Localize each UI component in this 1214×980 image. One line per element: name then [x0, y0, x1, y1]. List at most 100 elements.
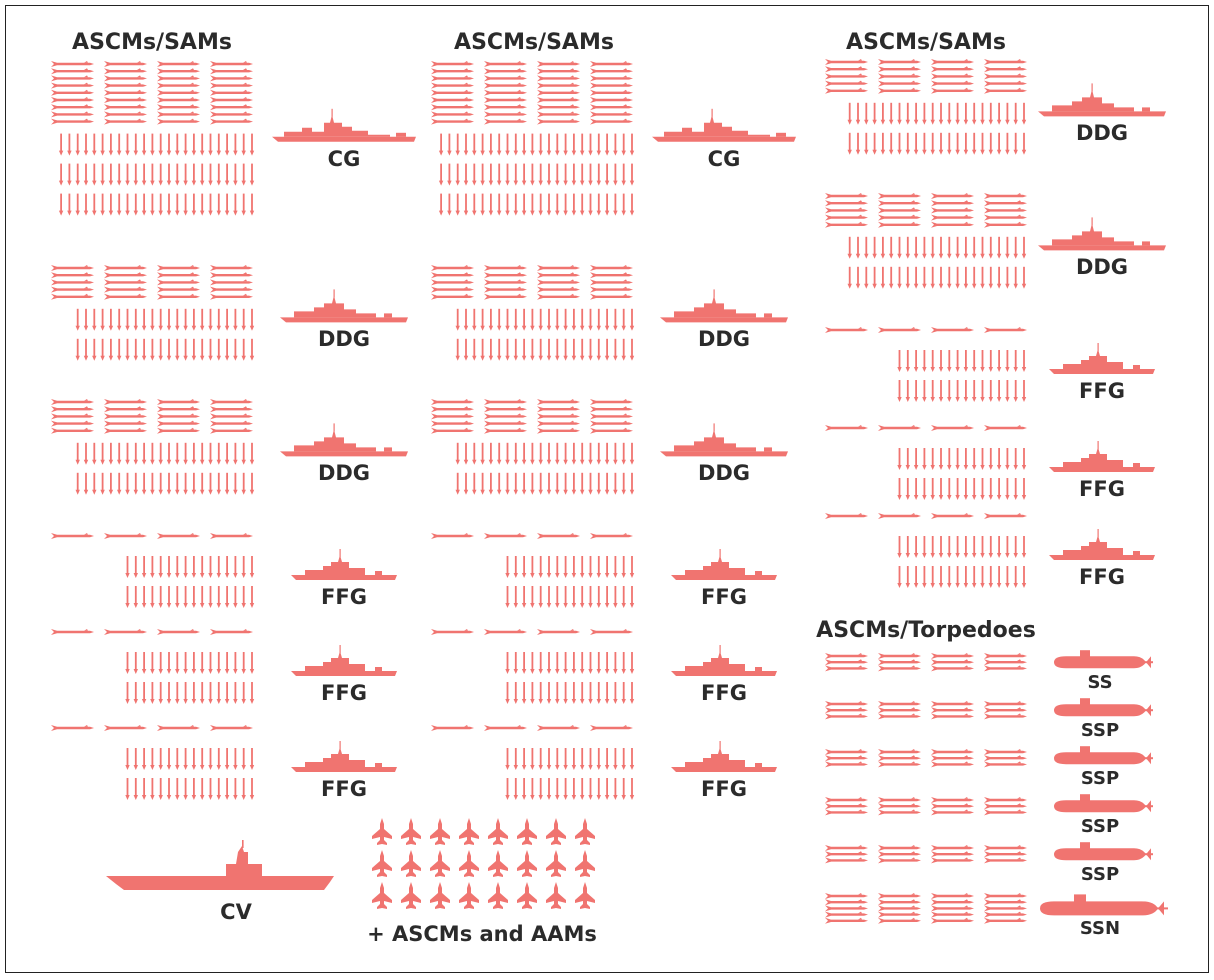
vls-cell-icon: [596, 163, 601, 186]
vls-cell-icon: [555, 748, 560, 770]
missile-icon: [931, 707, 974, 714]
vls-cell-icon: [521, 472, 527, 495]
vls-cell-icon: [913, 478, 919, 500]
vls-cell-icon: [1021, 266, 1027, 289]
vls-cell-icon: [463, 133, 469, 156]
vls-cell-icon: [938, 380, 944, 402]
submarine-icon: [1054, 746, 1153, 765]
missile-icon: [104, 272, 147, 279]
vls-cell-icon: [175, 442, 180, 465]
vls-cell-icon: [100, 308, 105, 331]
ship-class-label: CG: [707, 146, 741, 171]
vls-cell-icon: [158, 442, 163, 465]
vls-cell-icon: [216, 133, 221, 156]
missile-icon: [431, 75, 474, 82]
vls-cell-icon: [1021, 380, 1027, 402]
vls-cell-icon: [216, 338, 221, 361]
vls-cell-icon: [922, 380, 927, 402]
vls-cell-icon: [191, 586, 197, 608]
vls-cell-icon: [249, 778, 255, 800]
vls-cell-icon: [955, 102, 960, 125]
missile-icon: [431, 97, 474, 103]
missile-icon: [825, 701, 868, 707]
vls-cell-icon: [938, 350, 944, 372]
missile-icon: [210, 420, 253, 427]
vls-cell-icon: [980, 380, 985, 402]
missile-icon: [931, 845, 974, 851]
missile-icon: [825, 809, 868, 816]
vls-cell-icon: [175, 652, 180, 674]
vls-cell-icon: [963, 478, 969, 500]
submarine-class-label: SSP: [1080, 720, 1120, 742]
vls-cell-icon: [92, 442, 97, 465]
vls-cell-icon: [571, 133, 577, 156]
missile-icon: [878, 425, 921, 431]
vls-cell-icon: [538, 133, 543, 156]
vls-cell-icon: [166, 472, 172, 495]
vls-cell-icon: [864, 236, 869, 259]
vls-cell-icon: [847, 236, 852, 259]
vls-cell-icon: [538, 193, 543, 216]
missile-icon: [431, 413, 474, 420]
vls-cell-icon: [905, 380, 910, 402]
vls-cell-icon: [880, 266, 886, 289]
missile-icon: [484, 629, 527, 635]
vls-cell-icon: [108, 193, 114, 216]
vls-cell-icon: [604, 442, 610, 465]
vls-cell-icon: [563, 682, 568, 704]
vls-cell-icon: [546, 778, 552, 800]
missile-icon: [984, 193, 1027, 199]
vls-cell-icon: [249, 308, 255, 331]
missile-icon: [51, 82, 94, 89]
vls-cell-icon: [571, 472, 577, 495]
vls-cell-icon: [1005, 350, 1010, 372]
vls-cell-icon: [880, 132, 886, 155]
vls-cell-icon: [175, 586, 180, 608]
vls-cell-icon: [191, 442, 197, 465]
missile-icon: [210, 413, 253, 420]
vls-cell-icon: [588, 163, 593, 186]
vls-cell-icon: [191, 682, 197, 704]
missile-icon: [825, 899, 868, 906]
vls-cell-icon: [150, 338, 155, 361]
vls-cell-icon: [980, 566, 985, 588]
submarine-icon: [1054, 650, 1153, 669]
missile-icon: [51, 272, 94, 279]
vls-cell-icon: [100, 193, 105, 216]
vls-cell-icon: [996, 350, 1002, 372]
vls-cell-icon: [208, 163, 213, 186]
vls-cell-icon: [438, 133, 444, 156]
fighter-jet-icon: [575, 818, 595, 845]
missile-icon: [157, 68, 200, 75]
missile-icon: [104, 75, 147, 82]
vls-cell-icon: [963, 536, 969, 558]
missile-icon: [825, 221, 868, 228]
vls-cell-icon: [530, 748, 535, 770]
vls-cell-icon: [158, 163, 163, 186]
missile-icon: [157, 265, 200, 271]
missile-icon: [984, 797, 1027, 803]
cruiser-icon: [652, 108, 796, 142]
vls-cell-icon: [546, 442, 552, 465]
vls-cell-icon: [447, 163, 452, 186]
missile-icon: [484, 104, 527, 111]
destroyer-icon: [1038, 83, 1166, 117]
vls-cell-icon: [596, 778, 601, 800]
ship-class-label: DDG: [317, 327, 371, 352]
missile-icon: [431, 293, 474, 300]
vls-cell-icon: [117, 193, 122, 216]
destroyer-icon: [280, 289, 408, 323]
vls-cell-icon: [224, 193, 230, 216]
vls-cell-icon: [158, 652, 163, 674]
vls-cell-icon: [546, 586, 552, 608]
fighter-jet-icon: [546, 882, 566, 909]
missile-icon: [210, 61, 253, 67]
missile-icon: [878, 665, 921, 672]
vls-cell-icon: [125, 778, 130, 800]
ship-class-label: FFG: [1079, 477, 1125, 501]
vls-cell-icon: [922, 536, 927, 558]
missile-icon: [484, 286, 527, 293]
vls-cell-icon: [216, 193, 221, 216]
vls-cell-icon: [613, 338, 618, 361]
vls-cell-icon: [150, 163, 155, 186]
